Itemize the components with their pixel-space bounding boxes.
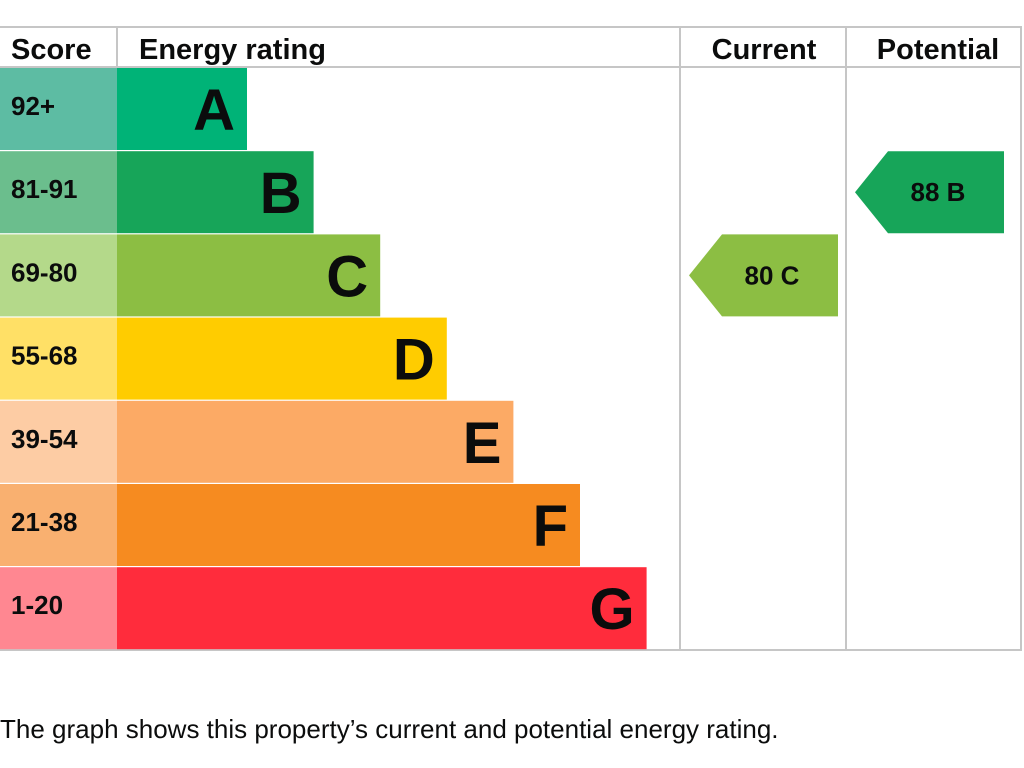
band-bar-e <box>117 400 514 483</box>
chart-grid <box>0 26 1022 651</box>
score-label-g: 1-20 <box>11 590 63 620</box>
band-bar-f <box>117 484 580 566</box>
current-rating-label: 80 C <box>745 260 800 290</box>
band-letter-e: E <box>463 411 502 476</box>
band-letter-a: A <box>193 78 235 143</box>
score-label-d: 55-68 <box>11 341 78 371</box>
header-current: Current <box>712 34 817 66</box>
chart-caption: The graph shows this property’s current … <box>0 714 779 744</box>
score-cell-b <box>0 151 117 234</box>
band-letter-b: B <box>260 161 302 226</box>
score-cell-c <box>0 234 117 317</box>
score-label-f: 21-38 <box>11 507 78 537</box>
rating-arrows: 80 C 88 B <box>689 151 1004 317</box>
energy-rating-chart: Score Energy rating Current Potential 92… <box>0 26 1022 651</box>
score-cell-e <box>0 400 117 483</box>
band-bar-g <box>117 567 647 650</box>
score-cell-f <box>0 484 117 566</box>
band-letter-g: G <box>589 577 634 642</box>
header-score: Score <box>11 34 92 66</box>
score-cell-d <box>0 317 117 400</box>
band-bar-d <box>117 317 447 400</box>
score-label-e: 39-54 <box>11 424 78 454</box>
score-cell-g <box>0 567 117 650</box>
band-bar-b <box>117 151 314 234</box>
header-potential: Potential <box>877 34 999 66</box>
current-arrow <box>689 234 838 317</box>
band-letter-f: F <box>533 494 568 559</box>
header-energy-rating: Energy rating <box>139 34 326 66</box>
band-bar-a <box>117 68 247 150</box>
potential-rating-label: 88 B <box>911 177 966 207</box>
band-letter-d: D <box>393 328 435 393</box>
potential-arrow <box>855 151 1004 234</box>
score-label-b: 81-91 <box>11 174 78 204</box>
score-cell-a <box>0 68 117 150</box>
score-label-a: 92+ <box>11 91 55 121</box>
band-letter-c: C <box>326 244 368 309</box>
band-bar-c <box>117 234 381 317</box>
score-label-c: 69-80 <box>11 257 78 287</box>
rating-bands: 92+ A 81-91 B 69-80 C 55-68 D 39-54 E 21-38 F 1-20 G <box>0 68 647 650</box>
